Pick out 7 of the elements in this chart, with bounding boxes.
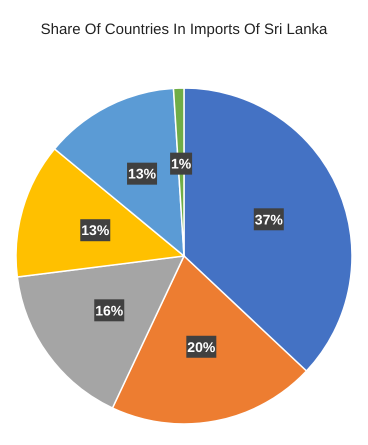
chart-title: Share Of Countries In Imports Of Sri Lanka bbox=[40, 21, 328, 38]
data-label: 13% bbox=[81, 222, 110, 238]
data-label: 37% bbox=[254, 211, 284, 228]
data-label: 20% bbox=[187, 338, 216, 355]
data-label: 13% bbox=[128, 166, 157, 182]
data-label: 1% bbox=[170, 156, 192, 172]
data-label: 16% bbox=[95, 302, 124, 318]
